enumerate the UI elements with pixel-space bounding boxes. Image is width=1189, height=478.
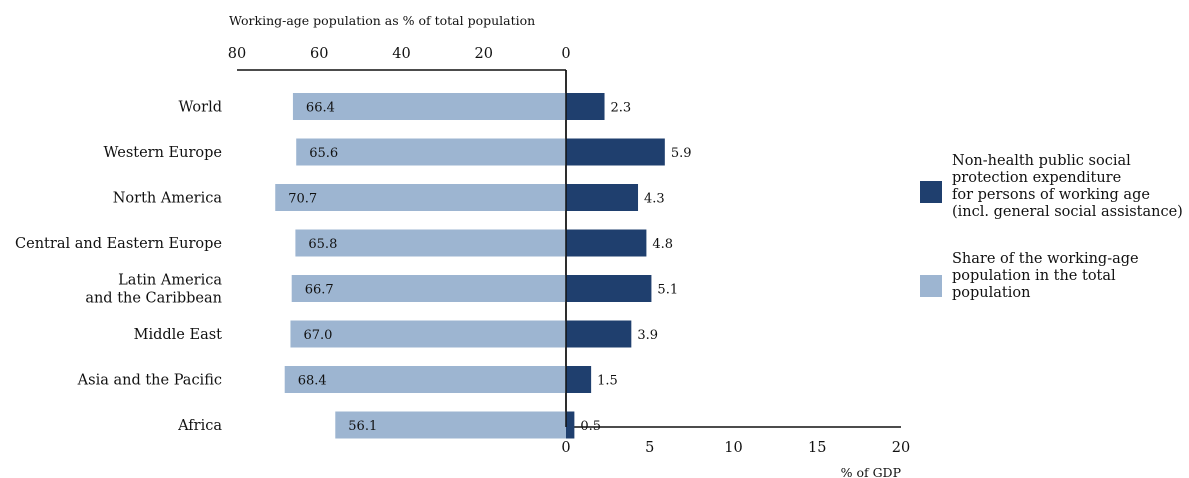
category-label: Asia and the Pacific (77, 373, 222, 389)
bar-working-age-share (291, 275, 566, 302)
data-label-working-age-share: 67.0 (303, 328, 332, 343)
bottom-axis-tick-label: 0 (561, 440, 570, 456)
axes-group: Working-age population as % of total pop… (228, 13, 910, 478)
bar-expenditure (566, 184, 639, 211)
legend-item-expenditure: Non-health public social protection expe… (920, 153, 1189, 221)
bar-expenditure (566, 138, 665, 166)
bar-working-age-share (296, 138, 566, 166)
category-label: World (179, 100, 223, 116)
bar-expenditure (566, 229, 647, 257)
top-axis-tick-label: 60 (310, 46, 328, 62)
data-label-working-age-share: 66.7 (305, 283, 334, 298)
bottom-axis-tick-label: 20 (892, 440, 910, 456)
legend-swatch-working-age-share (920, 275, 942, 297)
category-label: Africa (177, 418, 222, 434)
legend-item-working-age-share: Share of the working-age population in t… (920, 251, 1189, 302)
data-label-working-age-share: 70.7 (288, 192, 317, 207)
data-label-working-age-share: 66.4 (306, 101, 335, 116)
bar-expenditure (566, 93, 605, 120)
data-label-working-age-share: 65.8 (308, 237, 337, 252)
category-label: North America (113, 191, 223, 207)
legend-label-expenditure: Non-health public social protection expe… (952, 153, 1183, 220)
bar-working-age-share (295, 229, 566, 257)
bar-working-age-share (290, 320, 566, 348)
bottom-axis-tick-label: 10 (724, 440, 742, 456)
bar-working-age-share (284, 366, 566, 393)
bar-expenditure (566, 275, 652, 302)
legend-swatch-expenditure (920, 181, 942, 203)
data-label-working-age-share: 68.4 (298, 374, 327, 389)
data-label-expenditure: 5.9 (671, 146, 692, 161)
category-label: Latin America and the Caribbean (85, 273, 222, 307)
bottom-axis-title: % of GDP (841, 465, 901, 478)
bar-working-age-share (335, 411, 566, 439)
bar-working-age-share (275, 184, 566, 211)
category-label: Central and Eastern Europe (15, 236, 222, 252)
category-label: Western Europe (104, 145, 222, 161)
top-axis-tick-label: 40 (392, 46, 410, 62)
data-label-working-age-share: 56.1 (348, 419, 377, 434)
data-label-expenditure: 4.8 (652, 237, 673, 252)
data-label-expenditure: 0.5 (580, 419, 601, 434)
bars-group: 66.4 2.3 65.6 5.9 70.7 4.3 65.8 4.8 66.7 5.1 67.0 3… (275, 70, 692, 439)
top-axis-title: Working-age population as % of total pop… (229, 13, 535, 28)
bar-expenditure (566, 320, 632, 348)
data-label-expenditure: 4.3 (644, 192, 665, 207)
bar-working-age-share (292, 93, 566, 120)
top-axis-tick-label: 0 (561, 46, 570, 62)
data-label-expenditure: 2.3 (611, 101, 632, 116)
data-label-expenditure: 5.1 (657, 283, 678, 298)
category-label: Middle East (134, 327, 223, 343)
data-label-expenditure: 1.5 (597, 374, 618, 389)
bar-expenditure (566, 366, 592, 393)
bar-expenditure (566, 411, 575, 439)
top-axis-tick-label: 80 (228, 46, 246, 62)
data-label-expenditure: 3.9 (637, 328, 658, 343)
category-labels-group: World Western Europe North America Central … (15, 100, 222, 435)
data-label-working-age-share: 65.6 (309, 146, 338, 161)
top-axis-tick-label: 20 (475, 46, 493, 62)
bottom-axis-tick-label: 15 (808, 440, 826, 456)
bottom-axis-tick-label: 5 (645, 440, 654, 456)
legend-label-working-age-share: Share of the working-age population in t… (952, 251, 1139, 301)
